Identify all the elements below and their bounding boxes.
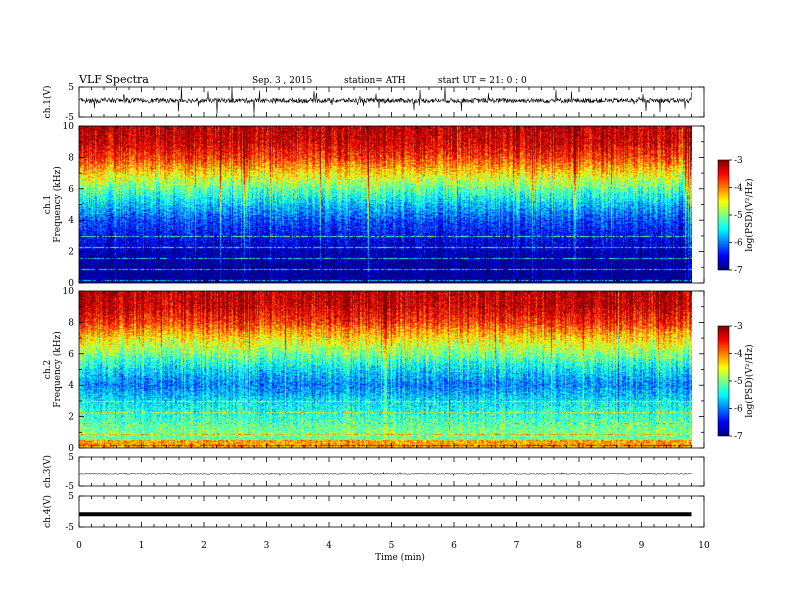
ch1-spectrogram-ytick-label: 4 [68, 216, 74, 226]
x-tick-label: 7 [514, 541, 520, 551]
ch1-spectrogram-ytick-label: 2 [68, 248, 74, 258]
ch1-spectrogram-colorbar-label: log(PSD)(V²/Hz) [744, 178, 755, 251]
x-tick-label: 10 [698, 541, 710, 551]
x-tick-label: 9 [639, 541, 645, 551]
ch2-spectrogram-colorbar-tick-label: -3 [734, 322, 743, 332]
ch2-spectrogram-colorbar-tick-label: -6 [734, 405, 743, 415]
x-tick-label: 4 [326, 541, 332, 551]
x-tick-label: 1 [139, 541, 145, 551]
ch2-spectrogram-ytick-label: 4 [68, 381, 74, 391]
x-tick-label: 2 [201, 541, 207, 551]
ch2-spectrogram-ytick-label: 10 [63, 287, 75, 297]
ch1-spectrogram-colorbar-tick-label: -6 [734, 239, 743, 249]
ch1-spectrogram-ylabel: ch.1 [43, 195, 53, 214]
ch1-spectrogram-ytick-label: 8 [68, 153, 74, 163]
ch4-waveform-ylabel: ch.4(V) [42, 495, 53, 528]
ch2-spectrogram-image [79, 291, 692, 448]
ch2-spectrogram-colorbar-tick-label: -4 [734, 350, 743, 360]
ch1-waveform-ytick-label: 5 [68, 83, 74, 93]
ch3-waveform-ytick-label: -5 [65, 482, 74, 492]
x-tick-label: 0 [76, 541, 82, 551]
ch1-spectrogram-colorbar-tick-label: -5 [734, 211, 743, 221]
ch1-spectrogram-colorbar-tick-label: -3 [734, 156, 743, 166]
x-tick-label: 6 [451, 541, 457, 551]
waveform-traces [78, 86, 692, 517]
ch1-waveform-ytick-label: -5 [65, 113, 74, 123]
ch1-waveform-trace [78, 86, 692, 115]
ch1-spectrogram-ytick-label: 10 [63, 122, 75, 132]
ch2-colorbar [718, 326, 729, 436]
ch4-waveform-ytick-label: -5 [65, 523, 74, 533]
x-tick-label: 3 [264, 541, 270, 551]
ch4-waveform-ytick-label: 5 [68, 492, 74, 502]
x-tick-label: 8 [576, 541, 582, 551]
ch2-spectrogram-colorbar-label: log(PSD)(V²/Hz) [744, 344, 755, 417]
ch1-colorbar [718, 160, 729, 270]
ch2-spectrogram-ytick-label: 2 [68, 413, 74, 423]
figure-title: VLF Spectra [78, 73, 149, 86]
colorbar-axes: -3 -4 -5 -6 -7 log(PSD)(V²/Hz) -3 -4 -5 -6 -7 log(P… [717, 156, 755, 442]
ch3-waveform-ylabel: ch.3(V) [42, 455, 53, 488]
ch2-spectrogram-ytick-label: 8 [68, 318, 74, 328]
ch2-spectrogram-ylabel2: Frequency (kHz) [52, 331, 63, 408]
ch2-spectrogram-ylabel: ch.2 [43, 360, 53, 379]
ch3-waveform-ytick-label: 5 [68, 453, 74, 463]
ch1-spectrogram-colorbar-tick-label: -7 [734, 266, 743, 276]
ch2-spectrogram-ytick-label: 6 [68, 350, 74, 360]
station-label: station= ATH [344, 76, 406, 86]
ch2-spectrogram-colorbar-tick-label: -5 [734, 377, 743, 387]
start-time-label: start UT = 21: 0 : 0 [438, 76, 527, 86]
ch2-spectrogram-ytick-label: 0 [68, 444, 74, 454]
ch1-spectrogram-colorbar-tick-label: -4 [734, 184, 743, 194]
x-tick-label: 5 [389, 541, 395, 551]
ch1-waveform-ylabel: ch.1(V) [42, 86, 53, 119]
ch1-spectrogram-ytick-label: 0 [68, 279, 74, 289]
date-label: Sep. 3 , 2015 [252, 76, 312, 86]
ch1-spectrogram-ylabel2: Frequency (kHz) [52, 166, 63, 243]
x-axis-label: Time (min) [375, 552, 425, 563]
ch2-spectrogram-colorbar-tick-label: -7 [734, 432, 743, 442]
ch1-spectrogram-ytick-label: 6 [68, 185, 74, 195]
ch3-waveform-trace [78, 471, 692, 477]
time-axis: 0 1 2 3 4 5 6 7 8 9 10 [76, 541, 710, 551]
ch1-spectrogram-image [79, 126, 692, 283]
